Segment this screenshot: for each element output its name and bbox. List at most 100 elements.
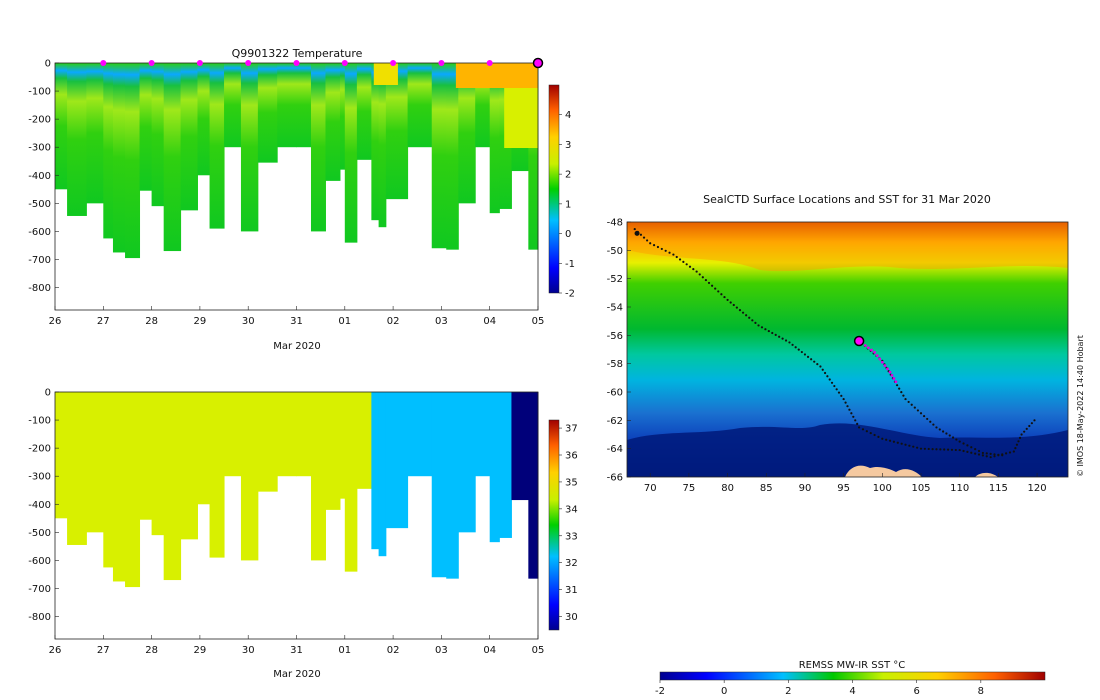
x-tick-label: 02 [387, 316, 400, 327]
track-point [751, 319, 754, 322]
temperature-profile-column [310, 63, 326, 232]
salinity-profile-column [489, 392, 500, 543]
track-point [764, 328, 767, 331]
temperature-profile-column [125, 63, 141, 259]
map-y-tick-label: -56 [607, 331, 623, 342]
recent-track-point [873, 350, 876, 354]
recent-track-point [863, 344, 867, 347]
warm-subsurface-patch [504, 88, 538, 148]
salinity-profile-column [378, 392, 387, 557]
track-point [932, 423, 935, 426]
salinity-colorbar-frame [548, 419, 560, 631]
track-point [910, 403, 913, 406]
y-tick-label: -500 [28, 199, 51, 210]
sst-colorbar-label: REMSS MW-IR SST °C [799, 660, 906, 671]
temperature-colorbar-ticks: 4 3 2 1 0 -1 -2 [559, 110, 575, 300]
sst-colorbar [660, 672, 1045, 680]
surface-profile-marker [438, 60, 445, 66]
track-point [835, 388, 838, 391]
salinity-profile-column [511, 392, 529, 501]
y-tick-label: -400 [28, 500, 51, 511]
colorbar-tick-label: -2 [565, 289, 575, 300]
track-point [649, 242, 652, 245]
track-point [869, 431, 872, 435]
track-point [985, 455, 988, 458]
x-tick-label: 30 [242, 316, 255, 327]
map-x-tick-label: 120 [1028, 483, 1047, 494]
track-point [950, 448, 954, 451]
track-point [1012, 450, 1015, 453]
surface-profile-marker [341, 60, 348, 66]
track-point [844, 401, 847, 404]
track-point [981, 454, 984, 457]
warm-surface-patch [373, 63, 398, 85]
salinity-xlabel: Mar 2020 [273, 669, 321, 680]
salinity-profile-column [344, 392, 358, 572]
map-y-tick-label: -66 [607, 473, 623, 484]
track-point [682, 260, 685, 263]
track-point [646, 239, 649, 242]
track-point [828, 378, 831, 381]
track-point [923, 447, 926, 450]
track-point [652, 244, 656, 247]
track-point [695, 270, 698, 273]
track-point [966, 444, 969, 447]
track-point [966, 450, 969, 453]
track-point [942, 430, 945, 433]
track-point [939, 448, 942, 451]
track-point [767, 329, 770, 333]
temperature-profile-column [356, 63, 372, 160]
track-point [946, 448, 950, 451]
temperature-profile-column [371, 63, 380, 221]
y-tick-label: 0 [45, 59, 51, 70]
track-point [821, 368, 824, 371]
track-point [656, 245, 660, 249]
salinity-profile-column [224, 392, 242, 477]
map-y-tick-label: -58 [607, 359, 623, 370]
map-y-tick-label: -62 [607, 416, 623, 427]
track-point [846, 405, 849, 408]
current-profile-marker [532, 57, 544, 69]
temperature-profile-column [224, 63, 242, 148]
track-point [881, 437, 884, 440]
track-point [711, 284, 714, 287]
temperature-profile-column [446, 63, 459, 250]
track-point [922, 414, 926, 418]
track-point [962, 442, 965, 445]
track-point [898, 387, 901, 390]
map-x-tick-label: 90 [799, 483, 812, 494]
track-point [1015, 443, 1019, 446]
track-point [1017, 440, 1020, 443]
y-tick-label: -400 [28, 171, 51, 182]
salinity-profile-column [310, 392, 326, 561]
track-point [754, 321, 757, 324]
recent-track-point [890, 373, 894, 377]
track-point [668, 251, 671, 254]
track-point [850, 412, 853, 415]
x-tick-label: 04 [483, 316, 496, 327]
colorbar-tick-label: 2 [565, 170, 571, 181]
temperature-colorbar [549, 85, 559, 293]
temperature-x-ticks: 26 27 28 29 30 31 01 02 03 04 05 [49, 306, 544, 327]
temperature-profile-column [139, 63, 153, 191]
track-point [958, 440, 961, 443]
track-point [704, 278, 708, 282]
track-point [729, 301, 732, 304]
x-tick-label: 03 [435, 645, 448, 656]
track-point [664, 249, 667, 252]
recent-track-point [894, 380, 898, 384]
track-point [900, 442, 903, 445]
salinity-colorbar-ticks: 37 36 35 34 33 32 31 30 [559, 424, 578, 623]
track-point [714, 287, 717, 290]
colorbar-tick-label: 0 [565, 229, 571, 240]
map-y-tick-label: -64 [607, 444, 623, 455]
temperature-profile-column [209, 63, 225, 229]
track-point [993, 455, 996, 458]
track-point [1001, 454, 1004, 457]
recent-track-point [878, 357, 882, 361]
track-point [813, 360, 816, 363]
temperature-profile-column [344, 63, 358, 243]
track-point [771, 331, 774, 335]
recent-track-point [866, 346, 870, 350]
track-point [685, 263, 688, 266]
